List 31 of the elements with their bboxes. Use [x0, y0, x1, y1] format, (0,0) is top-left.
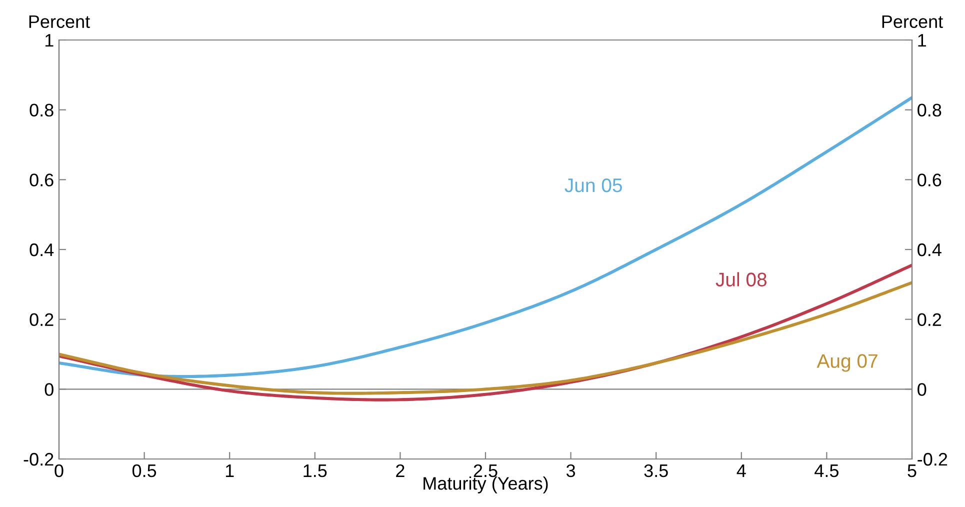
x-tick-label: 1	[226, 464, 234, 477]
y2-tick-label: 0	[918, 383, 926, 396]
y-axis-title: Percent	[29, 15, 90, 28]
x-tick-label: 1.5	[304, 464, 327, 478]
x-tick-label: 4	[736, 464, 746, 477]
y2-axis-title: Percent	[882, 15, 943, 28]
x-tick-label: 2.5	[474, 464, 498, 478]
y-tick-label: 1	[45, 34, 54, 47]
y-tick-label: 0.8	[30, 104, 54, 117]
x-tick-label: 2	[396, 464, 404, 477]
series-label: Aug 07	[816, 354, 878, 372]
y-tick-label: 0.6	[30, 174, 54, 186]
x-tick-label: 4.5	[814, 464, 838, 478]
x-tick-label: 0.5	[132, 464, 156, 478]
y2-tick-label: 1	[918, 34, 926, 47]
y2-tick-label: -0.2	[918, 452, 948, 466]
y2-tick-label: 0.6	[918, 174, 942, 186]
x-axis-title: Maturity (Years)	[424, 476, 548, 494]
y2-tick-label: 0.4	[918, 243, 942, 256]
x-tick-label: 5	[908, 464, 916, 478]
text: Jun 05	[564, 178, 622, 192]
y-tick-label: -0.2	[24, 452, 54, 466]
y-tick-label: 0.2	[30, 313, 54, 326]
x-tick-label: 3.5	[644, 464, 668, 478]
y-tick-label: 0	[44, 383, 54, 396]
y2-tick-label: 0.8	[918, 104, 942, 117]
y-tick-label: 0.4	[30, 243, 54, 256]
y2-tick-label: 0.2	[918, 313, 942, 326]
series-label: Jul 08	[716, 272, 766, 286]
x-tick-label: 0	[54, 464, 64, 478]
x-tick-label: 3	[566, 464, 576, 478]
